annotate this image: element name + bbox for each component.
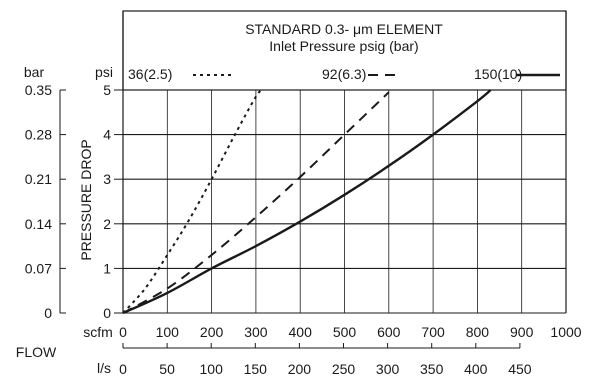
y-tick-label-psi: 2 [103, 216, 111, 232]
legend-label-series-1: 36(2.5) [128, 66, 172, 82]
y-unit-bar-label: bar [24, 64, 45, 80]
y-tick-label-bar: 0 [44, 305, 52, 321]
x-tick-label-ls: 50 [159, 361, 175, 377]
y-unit-psi-label: psi [95, 64, 113, 80]
series-line-1 [122, 89, 264, 314]
x-unit-scfm-label: scfm [83, 324, 113, 340]
x-tick-label-ls: 350 [420, 361, 444, 377]
chart-title: STANDARD 0.3- μm ELEMENT [245, 21, 443, 37]
legend: 36(2.5) 92(6.3) 150(10) [128, 66, 560, 82]
x-tick-label-scfm: 1000 [550, 324, 581, 340]
y-tick-label-psi: 5 [103, 82, 111, 98]
x-tick-label-ls: 400 [464, 361, 488, 377]
y-tick-label-psi: 4 [103, 127, 111, 143]
x-tick-label-scfm: 700 [421, 324, 445, 340]
y-tick-label-psi: 0 [103, 305, 111, 321]
x-tick-label-scfm: 900 [510, 324, 534, 340]
x-tick-label-scfm: 300 [244, 324, 268, 340]
x-axis-label: FLOW [16, 344, 57, 360]
x-tick-label-ls: 300 [376, 361, 400, 377]
y-tick-label-bar: 0.07 [25, 260, 52, 276]
x-tick-label-scfm: 0 [119, 324, 127, 340]
x-tick-label-scfm: 400 [289, 324, 313, 340]
legend-label-series-3: 150(10) [474, 66, 522, 82]
x-tick-label-scfm: 100 [156, 324, 180, 340]
x-unit-ls-label: l/s [97, 360, 111, 376]
x-tick-label-scfm: 500 [333, 324, 357, 340]
chart-subtitle: Inlet Pressure psig (bar) [269, 38, 418, 54]
x-tick-label-scfm: 200 [200, 324, 224, 340]
y-axis-label: PRESSURE DROP [78, 139, 94, 260]
x-tick-label-scfm: 800 [466, 324, 490, 340]
x-tick-label-ls: 200 [288, 361, 312, 377]
x-tick-label-ls: 250 [332, 361, 356, 377]
x-tick-label-ls: 450 [508, 361, 532, 377]
grid [123, 11, 567, 313]
y-tick-label-bar: 0.35 [25, 82, 52, 98]
series [122, 89, 492, 315]
x-tick-label-ls: 150 [244, 361, 268, 377]
y-tick-label-bar: 0.21 [25, 171, 52, 187]
y-tick-label-bar: 0.28 [25, 127, 52, 143]
y-tick-label-bar: 0.14 [25, 216, 52, 232]
x-tick-label-scfm: 600 [377, 324, 401, 340]
x-tick-label-ls: 100 [200, 361, 224, 377]
y-tick-label-psi: 3 [103, 171, 111, 187]
y-tick-label-psi: 1 [103, 260, 111, 276]
legend-label-series-2: 92(6.3) [322, 66, 366, 82]
x-tick-label-ls: 0 [119, 361, 127, 377]
series-line-3 [122, 89, 492, 315]
axes [59, 11, 566, 349]
